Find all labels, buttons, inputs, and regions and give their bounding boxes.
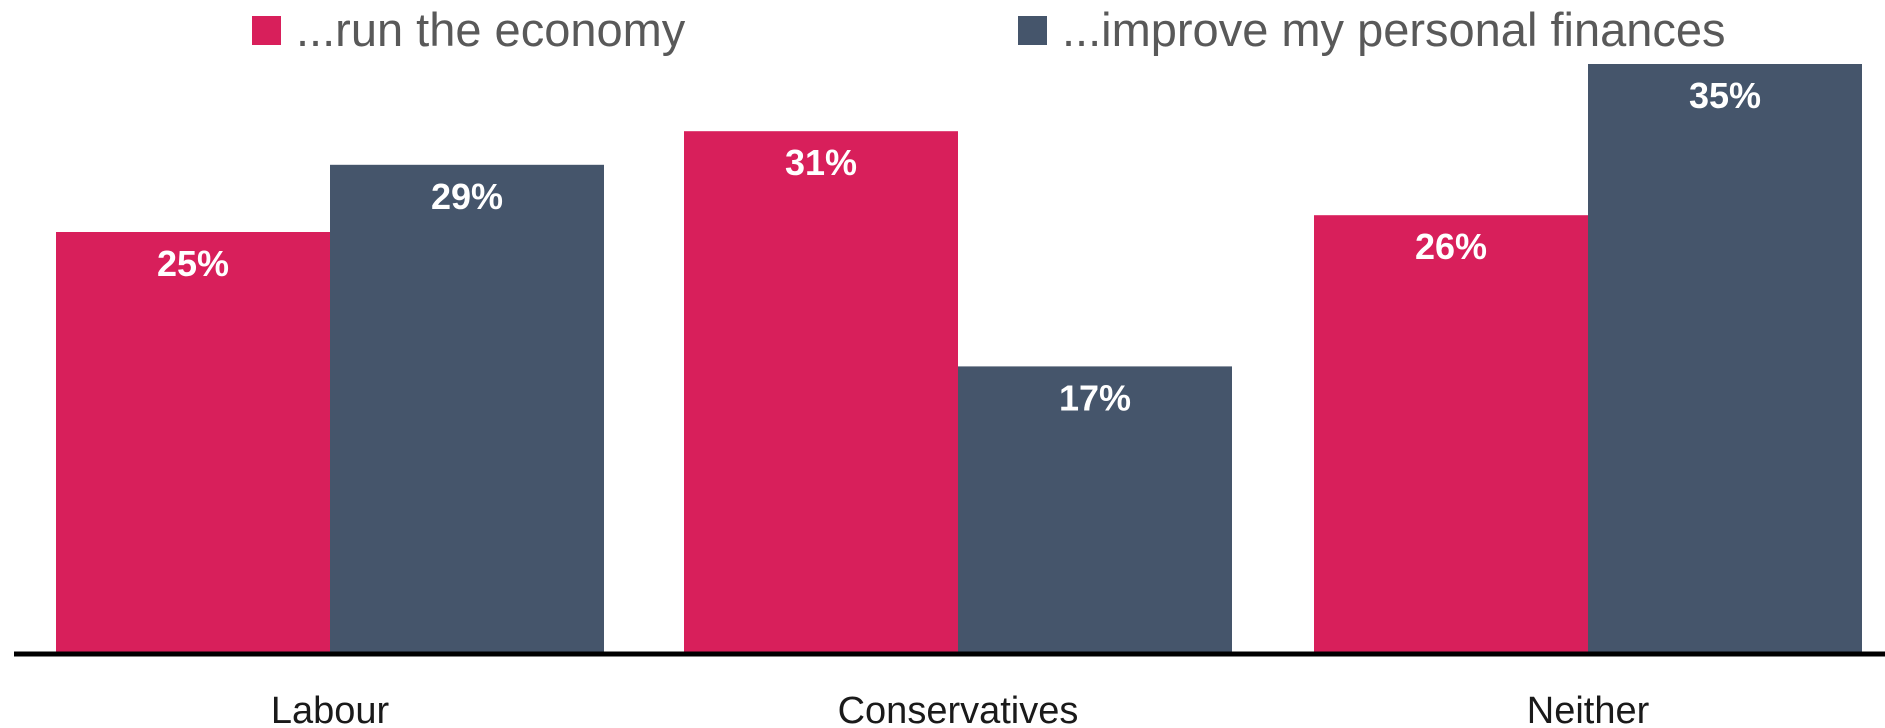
data-label-conservatives-series-2: 17%	[1059, 377, 1131, 418]
data-label-neither-series-2: 35%	[1689, 75, 1761, 116]
legend: ...run the economy ...improve my persona…	[252, 3, 1726, 56]
category-label-neither: Neither	[1527, 690, 1650, 728]
legend-label-run-the-economy: ...run the economy	[296, 3, 686, 56]
bar-neither-series-1	[1314, 215, 1588, 652]
data-labels-group: 25% 29% 31% 17% 26% 35%	[157, 75, 1761, 418]
bars-group	[56, 64, 1862, 653]
legend-swatch-run-the-economy	[252, 16, 281, 45]
legend-label-improve-personal-finances: ...improve my personal finances	[1062, 3, 1726, 56]
category-label-labour: Labour	[271, 690, 390, 728]
data-label-conservatives-series-1: 31%	[785, 142, 857, 183]
category-label-conservatives: Conservatives	[838, 690, 1079, 728]
bar-neither-series-2	[1588, 64, 1862, 652]
bar-conservatives-series-1	[684, 131, 958, 652]
data-label-labour-series-1: 25%	[157, 243, 229, 284]
data-label-labour-series-2: 29%	[431, 176, 503, 217]
bar-labour-series-2	[330, 164, 604, 653]
category-labels-group: Labour Conservatives Neither	[271, 690, 1650, 728]
bar-conservatives-series-2	[958, 366, 1232, 652]
bar-labour-series-1	[56, 232, 330, 652]
data-label-neither-series-1: 26%	[1415, 226, 1487, 267]
legend-swatch-improve-personal-finances	[1018, 16, 1047, 45]
